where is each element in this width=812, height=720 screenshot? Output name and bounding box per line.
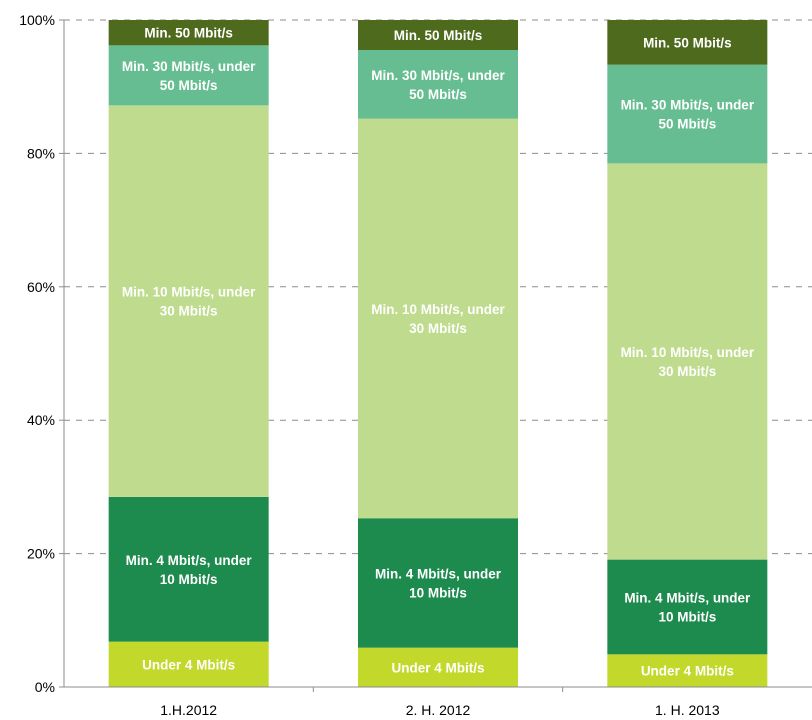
bar-segment	[358, 118, 518, 519]
bar-segment	[108, 20, 269, 46]
y-tick-label: 100%	[19, 12, 55, 28]
segment-label-line: 30 Mbit/s	[409, 321, 467, 336]
segment-label-line: Min. 4 Mbit/s, under	[624, 590, 751, 605]
segment-label-line: 10 Mbit/s	[409, 585, 467, 600]
bar-segment	[108, 496, 269, 642]
segment-label: Min. 50 Mbit/s	[394, 28, 483, 43]
bar-segment	[358, 518, 518, 648]
segment-label: Under 4 Mbit/s	[641, 664, 734, 679]
bar-segment	[607, 654, 768, 687]
bars	[108, 20, 768, 687]
segment-label-line: Min. 50 Mbit/s	[144, 26, 233, 41]
segment-label: Min. 4 Mbit/s, under 10 Mbit/s	[624, 590, 751, 624]
segment-label: Min. 30 Mbit/s, under 50 Mbit/s	[122, 59, 256, 93]
segment-label-line: Min. 10 Mbit/s, under	[122, 285, 256, 300]
segment-label-line: Under 4 Mbit/s	[641, 664, 734, 679]
segment-label-line: 10 Mbit/s	[160, 572, 218, 587]
segment-label-line: Min. 30 Mbit/s, under	[371, 68, 505, 83]
segment-label-line: 30 Mbit/s	[160, 304, 218, 319]
segment-label-line: Min. 10 Mbit/s, under	[621, 345, 755, 360]
segment-label-line: Under 4 Mbit/s	[391, 660, 484, 675]
segment-label-line: Min. 4 Mbit/s, under	[126, 553, 253, 568]
x-tick-label: 1. H. 2013	[655, 702, 720, 718]
x-tick-label: 1.H.2012	[160, 702, 217, 718]
segment-label: Min. 50 Mbit/s	[643, 35, 732, 50]
bar-segment	[108, 45, 269, 106]
segment-label: Min. 10 Mbit/s, under 30 Mbit/s	[621, 345, 755, 379]
segment-label-line: Min. 4 Mbit/s, under	[375, 566, 502, 581]
bar-segment	[607, 163, 768, 560]
segment-label-line: 50 Mbit/s	[160, 78, 218, 93]
y-tick-label: 0%	[35, 679, 55, 695]
segment-label: Min. 30 Mbit/s, under 50 Mbit/s	[621, 98, 755, 132]
bar-segment	[108, 105, 269, 497]
segment-label-line: Min. 50 Mbit/s	[643, 35, 732, 50]
segment-label: Min. 10 Mbit/s, under 30 Mbit/s	[371, 302, 505, 336]
bar-segment	[108, 641, 269, 687]
bar-segment	[607, 64, 768, 164]
segment-label: Min. 50 Mbit/s	[144, 26, 233, 41]
bar-segment	[607, 20, 768, 65]
y-tick-label: 20%	[27, 546, 55, 562]
y-tick-label: 40%	[27, 412, 55, 428]
segment-label: Min. 4 Mbit/s, under 10 Mbit/s	[126, 553, 253, 587]
x-tick-label: 2. H. 2012	[406, 702, 471, 718]
segment-label: Min. 4 Mbit/s, under 10 Mbit/s	[375, 566, 502, 600]
segment-label-line: Min. 30 Mbit/s, under	[621, 98, 755, 113]
segment-label-line: 30 Mbit/s	[658, 364, 716, 379]
segment-label-line: 10 Mbit/s	[658, 609, 716, 624]
bar-segment	[358, 647, 518, 687]
bar-segment	[358, 20, 518, 51]
segment-label-line: Min. 30 Mbit/s, under	[122, 59, 256, 74]
y-tick-label: 60%	[27, 279, 55, 295]
segment-label: Min. 30 Mbit/s, under 50 Mbit/s	[371, 68, 505, 102]
segment-label-line: 50 Mbit/s	[409, 87, 467, 102]
bar-segment	[607, 559, 768, 655]
segment-label-line: Min. 50 Mbit/s	[394, 28, 483, 43]
y-tick-label: 80%	[27, 145, 55, 161]
axes: 0% 20% 40% 60% 80% 100% 1.H.2012 2. H. 2012 1. H…	[19, 12, 812, 718]
segment-label-line: 50 Mbit/s	[658, 117, 716, 132]
segment-label: Min. 10 Mbit/s, under 30 Mbit/s	[122, 285, 256, 319]
segment-label-line: Min. 10 Mbit/s, under	[371, 302, 505, 317]
segment-label: Under 4 Mbit/s	[391, 660, 484, 675]
segment-labels: Under 4 Mbit/s Min. 4 Mbit/s, under 10 Mbi…	[122, 26, 755, 679]
segment-label-line: Under 4 Mbit/s	[142, 657, 235, 672]
segment-label: Under 4 Mbit/s	[142, 657, 235, 672]
bar-segment	[358, 50, 518, 119]
